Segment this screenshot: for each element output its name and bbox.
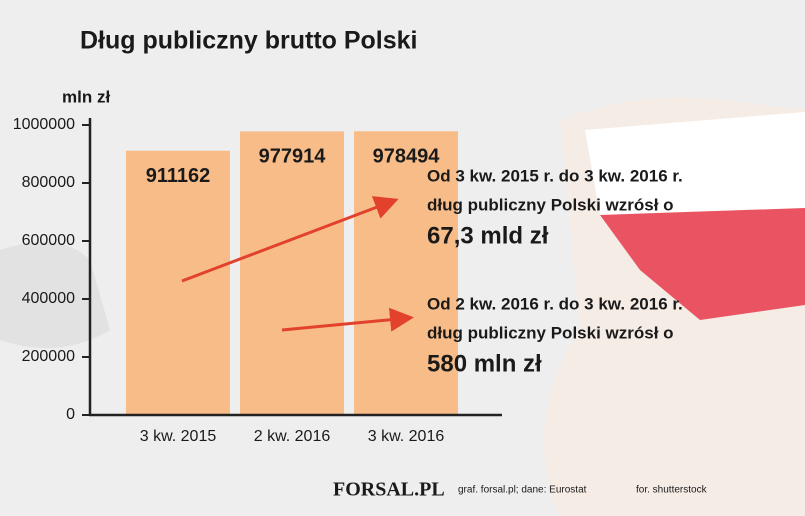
- photo-credit: for. shutterstock: [636, 485, 708, 496]
- bar: [354, 131, 458, 415]
- x-tick-label: 3 kw. 2015: [140, 428, 217, 445]
- annotation-highlight: 580 mln zł: [427, 350, 542, 377]
- value-label: 977914: [259, 146, 327, 168]
- annotations: Od 3 kw. 2015 r. do 3 kw. 2016 r. dług pu…: [427, 166, 683, 377]
- value-label: 978494: [373, 146, 441, 168]
- value-label: 911162: [146, 165, 211, 187]
- x-tick-label: 2 kw. 2016: [254, 428, 331, 445]
- flag-white: [585, 112, 805, 215]
- annotation-text: Od 2 kw. 2016 r. do 3 kw. 2016 r.: [427, 294, 683, 313]
- bar: [126, 150, 230, 416]
- y-axis-title: mln zł: [62, 87, 110, 106]
- map-land: [0, 242, 110, 348]
- annotation-text: dług publiczny Polski wzrósł o: [427, 195, 674, 214]
- x-tick-label: 3 kw. 2016: [368, 428, 445, 445]
- annotation-highlight: 67,3 mld zł: [427, 222, 549, 249]
- bar: [240, 131, 344, 415]
- y-tick-label: 400000: [22, 290, 75, 307]
- arrow: [281, 307, 414, 332]
- y-tick-label: 1000000: [13, 116, 75, 133]
- arrow: [181, 196, 399, 283]
- annotation-text: Od 3 kw. 2015 r. do 3 kw. 2016 r.: [427, 166, 683, 185]
- plot: 0 200000 400000 600000 800000 1000000 911162 3 …: [13, 116, 458, 445]
- annotation-text: dług publiczny Polski wzrósł o: [427, 323, 674, 342]
- logo: FORSAL.PL: [333, 479, 445, 501]
- chart-title: Dług publiczny brutto Polski: [80, 27, 418, 55]
- y-tick-label: 600000: [22, 232, 75, 249]
- y-tick-label: 200000: [22, 348, 75, 365]
- y-tick-label: 0: [66, 406, 75, 423]
- flag-red: [600, 208, 805, 320]
- source: graf. forsal.pl; dane: Eurostat: [458, 485, 587, 496]
- y-tick-label: 800000: [22, 174, 75, 191]
